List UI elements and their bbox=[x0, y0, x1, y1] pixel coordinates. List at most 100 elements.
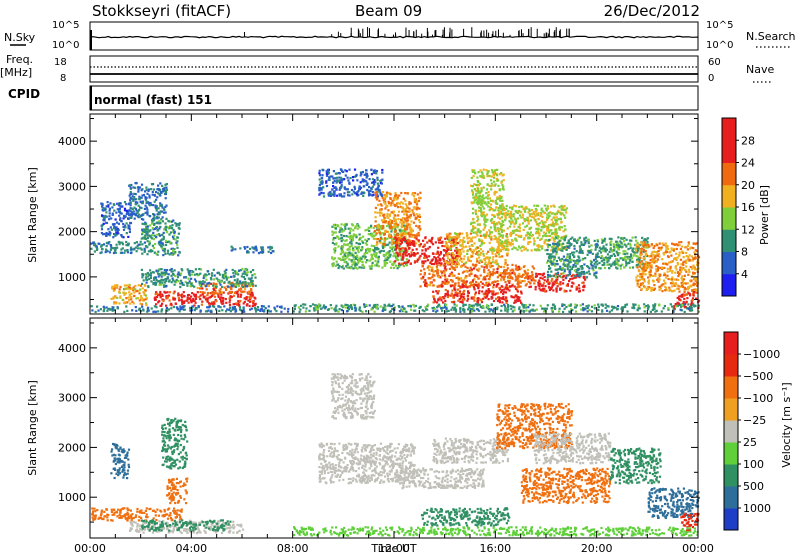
range-gate-cell bbox=[133, 302, 135, 304]
range-gate-cell bbox=[555, 230, 557, 232]
range-gate-cell bbox=[395, 197, 397, 199]
range-gate-cell bbox=[555, 253, 557, 255]
range-gate-cell bbox=[334, 251, 336, 253]
range-gate-cell bbox=[433, 279, 435, 281]
range-gate-cell bbox=[539, 222, 541, 224]
range-gate-cell bbox=[513, 232, 515, 234]
range-gate-cell bbox=[369, 265, 371, 267]
range-gate-cell bbox=[560, 218, 562, 220]
range-gate-cell bbox=[128, 296, 130, 298]
range-gate-cell bbox=[585, 237, 587, 239]
range-gate-cell bbox=[383, 243, 385, 245]
range-gate-cell bbox=[368, 186, 370, 188]
range-gate-cell bbox=[365, 169, 367, 171]
range-gate-cell bbox=[210, 311, 212, 313]
range-gate-cell bbox=[262, 249, 264, 251]
range-gate-cell bbox=[119, 288, 121, 290]
range-gate-cell bbox=[155, 277, 157, 279]
range-gate-cell bbox=[371, 173, 373, 175]
range-gate-cell bbox=[515, 210, 517, 212]
range-gate-cell bbox=[147, 234, 149, 236]
range-gate-cell bbox=[551, 219, 553, 221]
range-gate-cell bbox=[225, 289, 227, 291]
range-gate-cell bbox=[243, 276, 245, 278]
range-gate-cell bbox=[386, 213, 388, 215]
range-gate-cell bbox=[475, 248, 477, 250]
range-gate-cell bbox=[486, 214, 488, 216]
range-gate-cell bbox=[166, 307, 168, 309]
range-gate-cell bbox=[581, 282, 583, 284]
range-gate-cell bbox=[195, 298, 197, 300]
range-gate-cell bbox=[449, 273, 451, 275]
range-gate-cell bbox=[526, 274, 528, 276]
range-gate-cell bbox=[122, 247, 124, 249]
range-gate-cell bbox=[463, 258, 465, 260]
range-gate-cell bbox=[176, 306, 178, 308]
range-gate-cell bbox=[489, 271, 491, 273]
range-gate-cell bbox=[158, 188, 160, 190]
range-gate-cell bbox=[497, 179, 499, 181]
range-gate-cell bbox=[362, 195, 364, 197]
range-gate-cell bbox=[438, 241, 440, 243]
range-gate-cell bbox=[484, 201, 486, 203]
range-gate-cell bbox=[323, 192, 325, 194]
range-gate-cell bbox=[133, 196, 135, 198]
range-gate-cell bbox=[451, 260, 453, 262]
range-gate-cell bbox=[471, 238, 473, 240]
range-gate-cell bbox=[545, 235, 547, 237]
range-gate-cell bbox=[155, 299, 157, 301]
range-gate-cell bbox=[505, 242, 507, 244]
range-gate-cell bbox=[467, 249, 469, 251]
range-gate-cell bbox=[486, 267, 488, 269]
range-gate-cell bbox=[375, 216, 377, 218]
range-gate-cell bbox=[541, 245, 543, 247]
range-gate-cell bbox=[409, 255, 411, 257]
range-gate-cell bbox=[342, 246, 344, 248]
range-gate-cell bbox=[166, 269, 168, 271]
range-gate-cell bbox=[122, 243, 124, 245]
range-gate-cell bbox=[473, 175, 475, 177]
range-gate-cell bbox=[501, 246, 503, 248]
range-gate-cell bbox=[145, 187, 147, 189]
range-gate-cell bbox=[364, 253, 366, 255]
range-gate-cell bbox=[98, 243, 100, 245]
range-gate-cell bbox=[268, 305, 270, 307]
range-gate-cell bbox=[523, 229, 525, 231]
range-gate-cell bbox=[541, 216, 543, 218]
range-gate-cell bbox=[510, 233, 512, 235]
range-gate-cell bbox=[125, 203, 127, 205]
range-gate-cell bbox=[159, 305, 161, 307]
range-gate-cell bbox=[480, 274, 482, 276]
range-gate-cell bbox=[96, 248, 98, 250]
range-gate-cell bbox=[467, 237, 469, 239]
range-gate-cell bbox=[441, 282, 443, 284]
range-gate-cell bbox=[152, 271, 154, 273]
range-gate-cell bbox=[399, 221, 401, 223]
range-gate-cell bbox=[493, 174, 495, 176]
range-gate-cell bbox=[141, 306, 143, 308]
range-gate-cell bbox=[124, 216, 126, 218]
range-gate-cell bbox=[534, 249, 536, 251]
range-gate-cell bbox=[505, 273, 507, 275]
range-gate-cell bbox=[518, 206, 520, 208]
nave-label: Nave bbox=[746, 63, 774, 76]
range-gate-cell bbox=[368, 227, 370, 229]
range-gate-cell bbox=[384, 237, 386, 239]
range-gate-cell bbox=[480, 299, 482, 301]
range-gate-cell bbox=[167, 250, 169, 252]
range-gate-cell bbox=[370, 194, 372, 196]
range-gate-cell bbox=[242, 286, 244, 288]
range-gate-cell bbox=[482, 173, 484, 175]
range-gate-cell bbox=[552, 275, 554, 277]
range-gate-cell bbox=[463, 299, 465, 301]
range-gate-cell bbox=[390, 236, 392, 238]
range-gate-cell bbox=[344, 259, 346, 261]
range-gate-cell bbox=[488, 194, 490, 196]
range-gate-cell bbox=[512, 240, 514, 242]
range-gate-cell bbox=[249, 248, 251, 250]
range-gate-cell bbox=[510, 273, 512, 275]
range-gate-cell bbox=[141, 283, 143, 285]
range-gate-cell bbox=[537, 218, 539, 220]
range-gate-cell bbox=[319, 178, 321, 180]
range-gate-cell bbox=[561, 226, 563, 228]
